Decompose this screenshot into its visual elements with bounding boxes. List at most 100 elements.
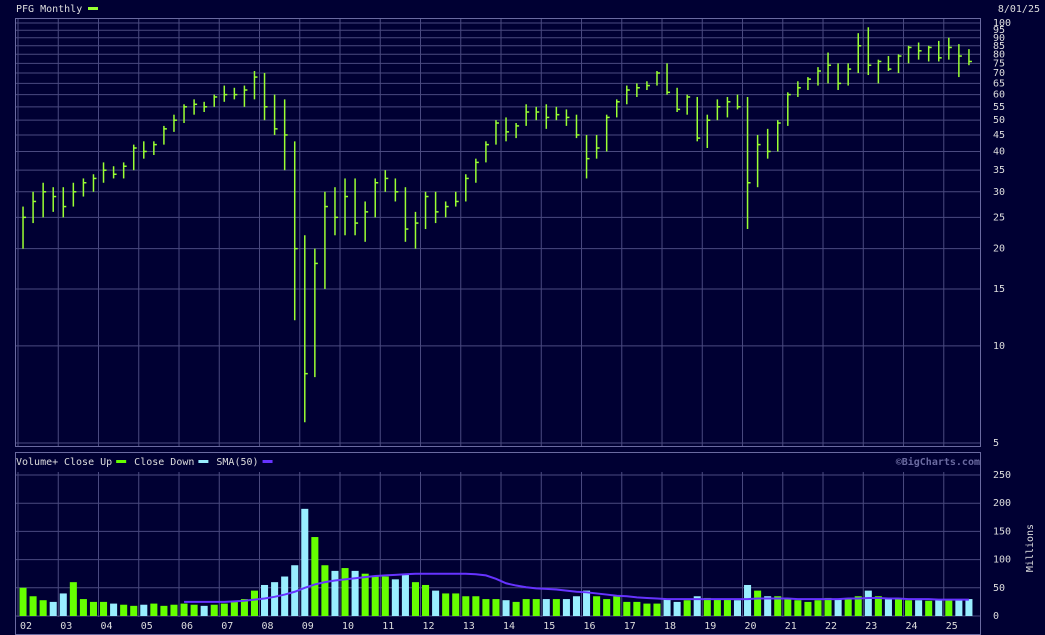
x-tick-label: 23 — [865, 621, 877, 632]
volume-bar — [643, 603, 651, 616]
volume-bar — [532, 599, 540, 616]
volume-bar — [59, 593, 67, 616]
credit: ©BigCharts.com — [896, 456, 980, 468]
x-tick-label: 11 — [382, 621, 394, 632]
volume-bar — [774, 596, 782, 616]
volume-bar — [512, 601, 520, 616]
volume-bar — [472, 596, 480, 616]
y-tick-label: 75 — [993, 58, 1005, 69]
x-tick-label: 24 — [905, 621, 917, 632]
price-frame — [15, 18, 981, 447]
x-tick-label: 09 — [302, 621, 314, 632]
x-tick-label: 21 — [785, 621, 797, 632]
volume-bar — [633, 601, 641, 616]
volume-bar — [130, 605, 138, 616]
x-tick-label: 22 — [825, 621, 837, 632]
volume-bar — [572, 596, 581, 616]
volume-bar — [291, 565, 299, 616]
volume-bar — [482, 599, 490, 616]
volume-bar — [200, 605, 208, 616]
volume-bar — [69, 582, 77, 616]
x-tick-label: 18 — [664, 621, 676, 632]
volume-bar — [794, 600, 802, 616]
x-tick-label: 17 — [624, 621, 636, 632]
volume-bar — [180, 603, 188, 616]
x-tick-label: 07 — [221, 621, 233, 632]
y-tick-label: 25 — [993, 212, 1005, 223]
x-tick-label: 10 — [342, 621, 354, 632]
x-tick-label: 12 — [422, 621, 434, 632]
y-tick-label: 5 — [993, 438, 999, 449]
volume-bar — [945, 599, 953, 616]
x-tick-label: 16 — [583, 621, 595, 632]
legend-swatch — [88, 7, 98, 10]
y-tick-label: 60 — [993, 90, 1005, 101]
volume-bar — [754, 590, 762, 616]
volume-bar — [391, 579, 399, 616]
volume-bar — [653, 603, 661, 616]
volume-bar — [593, 596, 601, 616]
y-tick-label: 100 — [993, 555, 1011, 566]
volume-bar — [522, 599, 530, 616]
volume-bar — [562, 599, 570, 616]
y-tick-label: 150 — [993, 526, 1011, 537]
y-tick-label: 95 — [993, 25, 1005, 36]
volume-bar — [884, 599, 892, 616]
legend-swatch — [116, 460, 127, 463]
y-tick-label: 65 — [993, 78, 1005, 89]
volume-bar — [331, 570, 339, 616]
y-tick-label: 80 — [993, 49, 1005, 60]
volume-bar — [411, 582, 420, 616]
legend-swatch — [198, 460, 209, 463]
y-tick-label: 70 — [993, 68, 1005, 79]
volume-bar — [744, 584, 752, 616]
legend-label: Close Down — [134, 457, 194, 468]
volume-bar — [250, 590, 258, 616]
volume-bar — [955, 599, 963, 616]
x-tick-label: 03 — [60, 621, 72, 632]
volume-bar — [39, 600, 47, 616]
volume-bar — [401, 573, 409, 616]
volume-bar — [905, 600, 913, 616]
volume-bar — [915, 600, 923, 616]
volume-bar — [220, 603, 228, 616]
volume-bar — [79, 599, 87, 616]
y-tick-label: 90 — [993, 33, 1005, 44]
volume-bar — [442, 593, 450, 616]
volume-label: Volume+ — [16, 457, 58, 468]
legend-swatch — [262, 460, 273, 463]
x-tick-label: 02 — [20, 621, 32, 632]
volume-bar — [492, 599, 500, 616]
volume-bar — [663, 599, 671, 616]
y-tick-label: 30 — [993, 187, 1005, 198]
volume-bar — [703, 597, 711, 616]
y-tick-label: 35 — [993, 165, 1005, 176]
y-tick-label: 20 — [993, 244, 1005, 255]
volume-bar — [150, 603, 158, 616]
y-tick-label: 55 — [993, 102, 1005, 113]
volume-bar — [834, 599, 842, 616]
y-tick-label: 200 — [993, 498, 1011, 509]
volume-bar — [552, 599, 560, 616]
y-tick-label: 100 — [993, 18, 1011, 29]
volume-bar — [844, 599, 852, 616]
y-tick-label: 50 — [993, 583, 1005, 594]
volume-bar — [874, 596, 882, 616]
volume-bar — [613, 596, 621, 616]
volume-bar — [240, 599, 248, 616]
volume-bar — [452, 593, 460, 616]
volume-bar — [301, 508, 309, 616]
volume-bar — [623, 601, 631, 616]
y-tick-label: 15 — [993, 284, 1005, 295]
x-tick-label: 13 — [463, 621, 475, 632]
volume-bar — [261, 584, 269, 616]
volume-bar — [603, 599, 611, 616]
y-tick-label: 0 — [993, 611, 999, 622]
volume-bar — [29, 596, 37, 616]
volume-bar — [764, 596, 772, 616]
volume-bar — [894, 599, 903, 616]
x-tick-label: 05 — [141, 621, 153, 632]
y-axis-label: Millions — [1025, 524, 1036, 572]
